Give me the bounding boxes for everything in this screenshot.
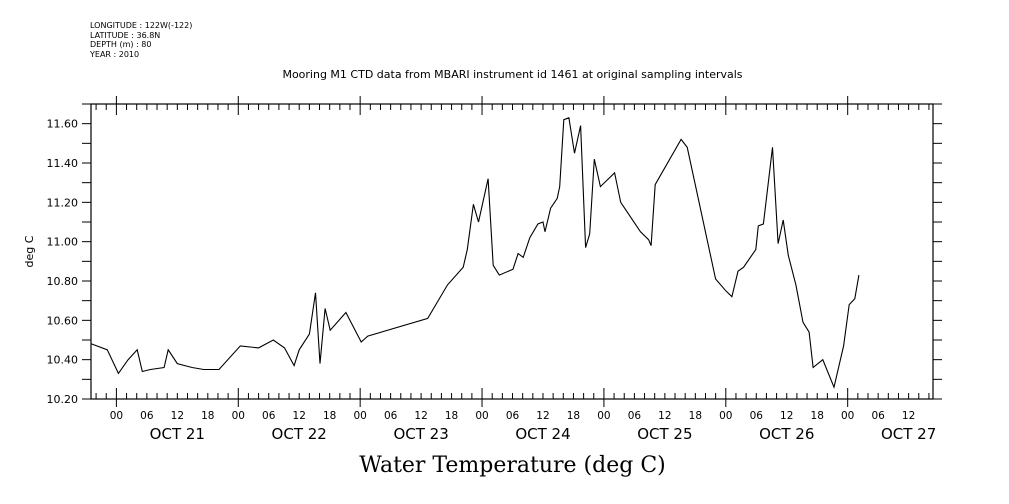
metadata-block: LONGITUDE : 122W(-122) LATITUDE : 36.8N … [90,21,192,59]
x-day-label: OCT 21 [150,425,205,443]
y-tick-label: 11.20 [47,196,79,209]
x-hour-label: 00 [841,410,854,422]
meta-longitude: LONGITUDE : 122W(-122) [90,21,193,30]
x-hour-label: 06 [140,410,154,422]
x-hour-label: 00 [353,410,366,422]
x-hour-label: 06 [750,410,764,422]
y-axis-ticks: 10.20 10.40 10.60 10.80 11.00 11.20 11.40 11.60 [47,103,942,406]
y-tick-label: 10.20 [47,393,79,406]
x-hour-label: 00 [597,410,610,422]
x-hour-label: 00 [232,410,245,422]
x-day-label: OCT 27 [881,425,936,443]
x-hour-label: 12 [293,410,306,422]
meta-year: YEAR : 2010 [90,49,140,59]
x-hour-label: 18 [445,410,458,422]
variable-title: Water Temperature (deg C) [359,453,666,478]
x-hour-label: 12 [780,410,793,422]
x-hour-label: 18 [811,410,824,422]
x-hour-label: 18 [201,410,214,422]
y-tick-label: 11.00 [47,236,79,249]
x-day-label: OCT 22 [272,425,327,443]
x-hour-label: 12 [414,410,427,422]
y-tick-label: 10.60 [47,314,79,327]
meta-latitude: LATITUDE : 36.8N [90,30,161,40]
series-group [91,117,860,390]
x-hour-label: 00 [475,410,488,422]
x-hour-label: 06 [628,410,642,422]
x-hour-label: 12 [171,410,184,422]
x-hour-label: 12 [902,410,915,422]
x-day-label: OCT 26 [759,425,814,443]
x-hour-label: 12 [536,410,549,422]
plot-title: Mooring M1 CTD data from MBARI instrumen… [282,68,743,81]
x-hour-label: 12 [658,410,671,422]
x-hour-label: 00 [719,410,732,422]
meta-depth: DEPTH (m) : 80 [90,40,152,49]
x-day-label: OCT 23 [393,425,448,443]
y-axis-label: deg C [23,235,36,267]
axes [90,103,934,400]
y-tick-label: 10.40 [47,354,79,367]
series-line-water-temperature [91,117,860,390]
y-tick-label: 10.80 [47,275,79,288]
y-tick-label: 11.40 [47,157,79,170]
x-day-label: OCT 25 [637,425,692,443]
x-hour-label: 06 [506,410,520,422]
x-hour-label: 06 [384,410,398,422]
x-axis-ticks: 00 06 12 18 00 06 12 18 00 06 12 18 00 06 12 18 00 06 12 18… [95,96,936,443]
x-hour-label: 18 [567,410,580,422]
x-hour-label: 00 [110,410,123,422]
x-hour-label: 18 [323,410,336,422]
y-tick-label: 11.60 [47,118,79,131]
x-hour-label: 06 [262,410,276,422]
x-hour-label: 18 [689,410,702,422]
x-day-label: OCT 24 [515,425,570,443]
plot-frame [90,103,934,400]
x-hour-label: 06 [871,410,885,422]
